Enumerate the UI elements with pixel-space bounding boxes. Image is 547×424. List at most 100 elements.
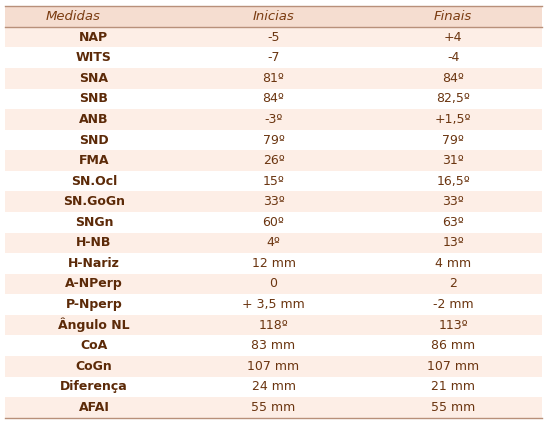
Bar: [5, 232, 182, 253]
Text: 84º: 84º: [263, 92, 284, 106]
Text: 55 mm: 55 mm: [252, 401, 295, 414]
Text: H-NB: H-NB: [76, 236, 112, 249]
Bar: [5, 212, 182, 232]
Bar: [5, 397, 182, 418]
Text: -3º: -3º: [264, 113, 283, 126]
Text: SNGn: SNGn: [75, 216, 113, 229]
Text: + 3,5 mm: + 3,5 mm: [242, 298, 305, 311]
Text: SND: SND: [79, 134, 109, 147]
Bar: [365, 151, 542, 171]
Text: AFAI: AFAI: [78, 401, 109, 414]
Bar: [5, 335, 182, 356]
Text: 24 mm: 24 mm: [252, 380, 295, 393]
Bar: [5, 315, 182, 335]
Text: 107 mm: 107 mm: [427, 360, 479, 373]
Bar: [182, 253, 365, 274]
Text: -7: -7: [267, 51, 280, 64]
Bar: [182, 335, 365, 356]
Bar: [365, 397, 542, 418]
Bar: [365, 253, 542, 274]
Text: 60º: 60º: [263, 216, 284, 229]
Bar: [365, 89, 542, 109]
Bar: [5, 377, 182, 397]
Text: H-Nariz: H-Nariz: [68, 257, 120, 270]
Bar: [5, 68, 182, 89]
Bar: [365, 47, 542, 68]
Text: 4 mm: 4 mm: [435, 257, 471, 270]
Text: Medidas: Medidas: [45, 10, 100, 23]
Bar: [182, 294, 365, 315]
Text: ANB: ANB: [79, 113, 109, 126]
Text: A-NPerp: A-NPerp: [65, 277, 123, 290]
Bar: [182, 171, 365, 192]
Bar: [5, 89, 182, 109]
Text: 83 mm: 83 mm: [252, 339, 295, 352]
Bar: [182, 151, 365, 171]
Text: Ângulo NL: Ângulo NL: [58, 318, 130, 332]
Text: 81º: 81º: [263, 72, 284, 85]
Bar: [182, 212, 365, 232]
Text: 0: 0: [270, 277, 277, 290]
Text: Inicias: Inicias: [253, 10, 294, 23]
Bar: [365, 192, 542, 212]
Bar: [5, 294, 182, 315]
Bar: [365, 212, 542, 232]
Text: FMA: FMA: [79, 154, 109, 167]
Text: P-Nperp: P-Nperp: [66, 298, 123, 311]
Bar: [5, 171, 182, 192]
Bar: [365, 315, 542, 335]
Bar: [365, 6, 542, 27]
Bar: [365, 171, 542, 192]
Bar: [182, 377, 365, 397]
Text: 118º: 118º: [259, 318, 288, 332]
Bar: [365, 335, 542, 356]
Text: 84º: 84º: [442, 72, 464, 85]
Bar: [182, 27, 365, 47]
Text: 2: 2: [449, 277, 457, 290]
Text: 79º: 79º: [263, 134, 284, 147]
Bar: [5, 47, 182, 68]
Bar: [365, 27, 542, 47]
Bar: [5, 27, 182, 47]
Text: SNB: SNB: [79, 92, 108, 106]
Bar: [365, 68, 542, 89]
Text: 82,5º: 82,5º: [436, 92, 470, 106]
Bar: [365, 130, 542, 151]
Text: CoGn: CoGn: [75, 360, 112, 373]
Text: WITS: WITS: [76, 51, 112, 64]
Text: 86 mm: 86 mm: [431, 339, 475, 352]
Text: SNA: SNA: [79, 72, 108, 85]
Bar: [182, 109, 365, 130]
Text: -2 mm: -2 mm: [433, 298, 473, 311]
Bar: [182, 89, 365, 109]
Bar: [5, 6, 182, 27]
Text: 33º: 33º: [263, 195, 284, 208]
Text: 12 mm: 12 mm: [252, 257, 295, 270]
Text: 16,5º: 16,5º: [436, 175, 470, 188]
Text: 79º: 79º: [442, 134, 464, 147]
Text: SN.GoGn: SN.GoGn: [63, 195, 125, 208]
Bar: [5, 130, 182, 151]
Bar: [365, 294, 542, 315]
Text: 55 mm: 55 mm: [431, 401, 475, 414]
Text: CoA: CoA: [80, 339, 108, 352]
Text: 113º: 113º: [438, 318, 468, 332]
Text: -5: -5: [267, 31, 280, 44]
Text: 31º: 31º: [442, 154, 464, 167]
Bar: [5, 356, 182, 377]
Bar: [182, 397, 365, 418]
Text: 33º: 33º: [442, 195, 464, 208]
Text: +4: +4: [444, 31, 462, 44]
Bar: [365, 377, 542, 397]
Bar: [5, 151, 182, 171]
Bar: [365, 274, 542, 294]
Text: SN.Ocl: SN.Ocl: [71, 175, 117, 188]
Bar: [5, 274, 182, 294]
Bar: [5, 192, 182, 212]
Bar: [182, 232, 365, 253]
Text: NAP: NAP: [79, 31, 108, 44]
Bar: [182, 192, 365, 212]
Text: 4º: 4º: [266, 236, 281, 249]
Text: 63º: 63º: [442, 216, 464, 229]
Bar: [182, 315, 365, 335]
